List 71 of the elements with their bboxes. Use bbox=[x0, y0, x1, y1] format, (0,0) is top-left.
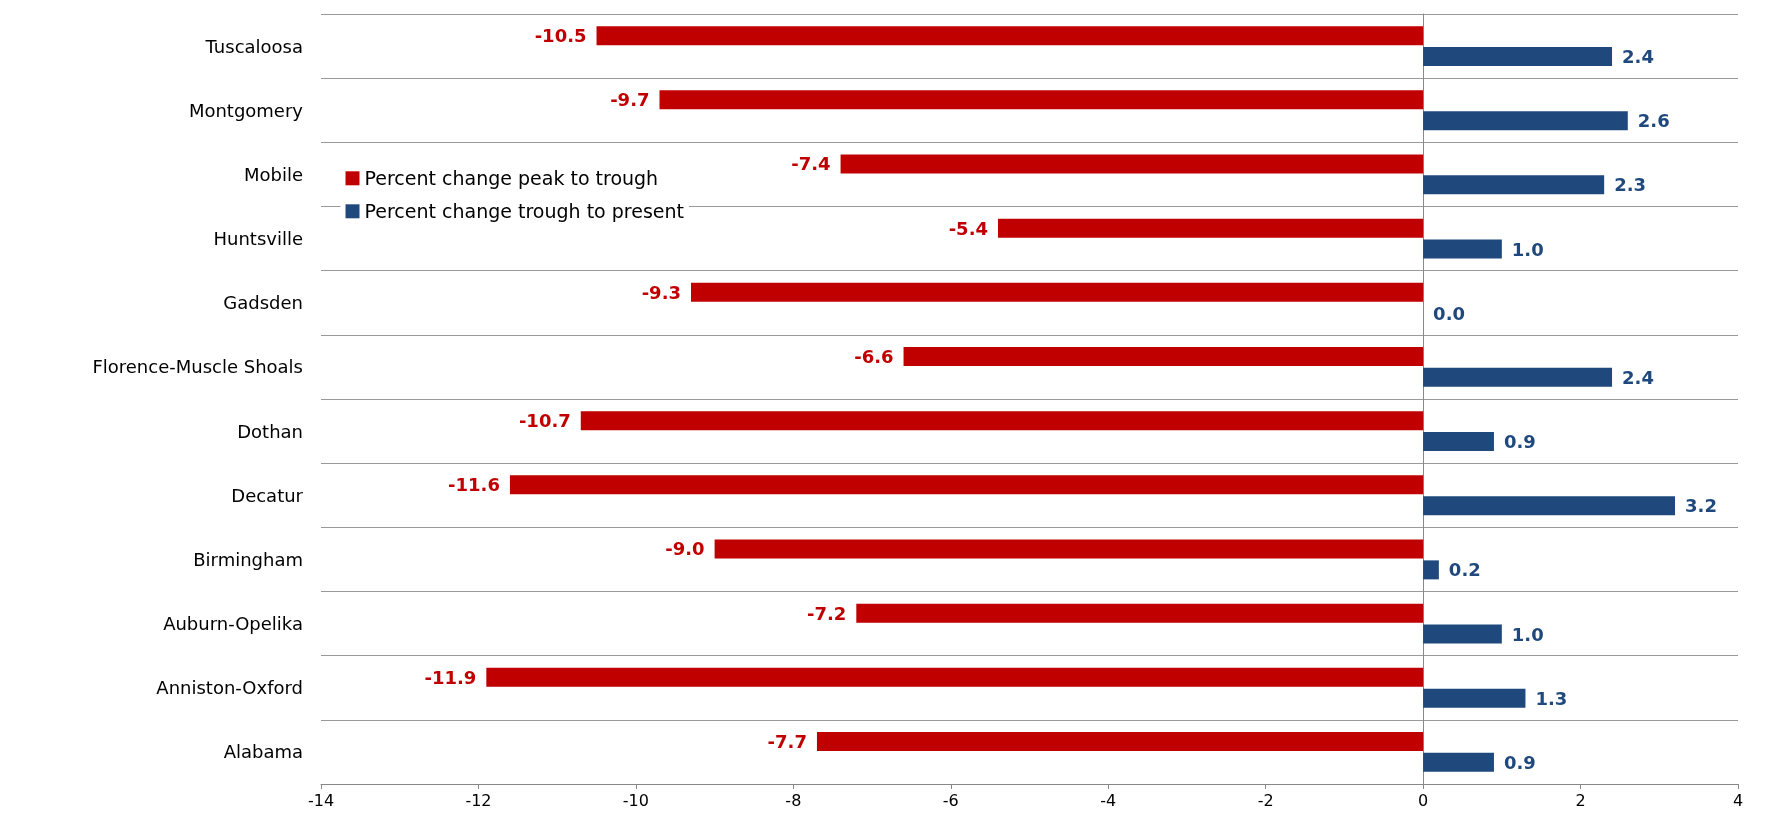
bar bbox=[1423, 111, 1628, 131]
data-label: 2.4 bbox=[1622, 366, 1654, 388]
bar bbox=[1423, 367, 1613, 387]
data-label: -9.7 bbox=[610, 89, 650, 111]
y-tick-label: Huntsville bbox=[213, 228, 303, 250]
data-label: 1.3 bbox=[1535, 687, 1568, 709]
y-tick-label: Birmingham bbox=[193, 548, 303, 570]
bar bbox=[856, 603, 1424, 623]
legend-label: Percent change peak to trough bbox=[364, 167, 659, 190]
x-tick-label: -6 bbox=[942, 790, 959, 810]
x-tick-label: 4 bbox=[1732, 790, 1744, 810]
bar bbox=[714, 539, 1424, 559]
data-label: 0.0 bbox=[1433, 302, 1465, 324]
data-label: 3.2 bbox=[1685, 495, 1717, 517]
x-tick-label: -12 bbox=[465, 790, 492, 810]
bar bbox=[1423, 239, 1502, 259]
x-tick-label: -4 bbox=[1100, 790, 1117, 810]
bar bbox=[840, 154, 1424, 174]
x-tick-label: 2 bbox=[1575, 790, 1586, 810]
x-tick-label: -8 bbox=[785, 790, 802, 810]
bar bbox=[580, 411, 1424, 431]
bar bbox=[690, 282, 1424, 302]
bar bbox=[1423, 47, 1613, 67]
bar bbox=[1423, 496, 1676, 516]
legend-label: Percent change trough to present bbox=[364, 200, 684, 223]
data-label: 0.2 bbox=[1448, 559, 1481, 581]
bar bbox=[1423, 752, 1494, 772]
data-label: 0.9 bbox=[1503, 431, 1536, 453]
y-tick-label: Gadsden bbox=[223, 292, 303, 314]
data-label: -7.4 bbox=[791, 153, 831, 175]
x-tick-label: -2 bbox=[1257, 790, 1274, 810]
data-label: 2.6 bbox=[1637, 110, 1670, 132]
data-label: -11.9 bbox=[424, 666, 477, 688]
data-label: -10.7 bbox=[518, 410, 571, 432]
y-tick-label: Mobile bbox=[243, 163, 303, 185]
y-tick-label: Florence-Muscle Shoals bbox=[92, 356, 303, 378]
y-tick-label: Anniston-Oxford bbox=[156, 677, 303, 699]
data-label: 1.0 bbox=[1511, 238, 1544, 260]
data-label: -9.3 bbox=[641, 281, 681, 303]
bar bbox=[1423, 688, 1526, 708]
data-label: -5.4 bbox=[948, 217, 989, 239]
data-label: -6.6 bbox=[854, 345, 894, 367]
x-tick-label: 0 bbox=[1418, 790, 1429, 810]
bar bbox=[659, 90, 1424, 110]
data-label: -9.0 bbox=[665, 538, 705, 560]
bar bbox=[816, 731, 1424, 751]
bar bbox=[998, 218, 1424, 238]
bar bbox=[1423, 624, 1502, 644]
data-label: -7.2 bbox=[806, 602, 847, 624]
data-label: -11.6 bbox=[448, 474, 500, 496]
bar bbox=[596, 26, 1424, 46]
bar bbox=[903, 346, 1424, 366]
x-tick-label: -14 bbox=[307, 790, 335, 810]
y-tick-label: Auburn-Opelika bbox=[163, 613, 303, 635]
data-label: -10.5 bbox=[534, 25, 587, 47]
bar bbox=[486, 667, 1424, 687]
bar bbox=[1423, 560, 1439, 580]
y-tick-label: Alabama bbox=[223, 741, 303, 763]
bar bbox=[509, 475, 1424, 495]
y-tick-label: Dothan bbox=[237, 420, 303, 442]
data-label: 2.3 bbox=[1614, 174, 1647, 196]
data-label: 0.9 bbox=[1503, 751, 1536, 773]
data-label: -7.7 bbox=[767, 730, 807, 752]
bar bbox=[1423, 432, 1494, 452]
y-tick-label: Tuscaloosa bbox=[204, 35, 303, 57]
bar bbox=[1423, 175, 1605, 195]
data-label: 1.0 bbox=[1511, 623, 1544, 645]
y-tick-label: Montgomery bbox=[188, 99, 304, 121]
y-tick-label: Decatur bbox=[231, 484, 304, 506]
x-tick-label: -10 bbox=[622, 790, 649, 810]
data-label: 2.4 bbox=[1622, 46, 1654, 68]
